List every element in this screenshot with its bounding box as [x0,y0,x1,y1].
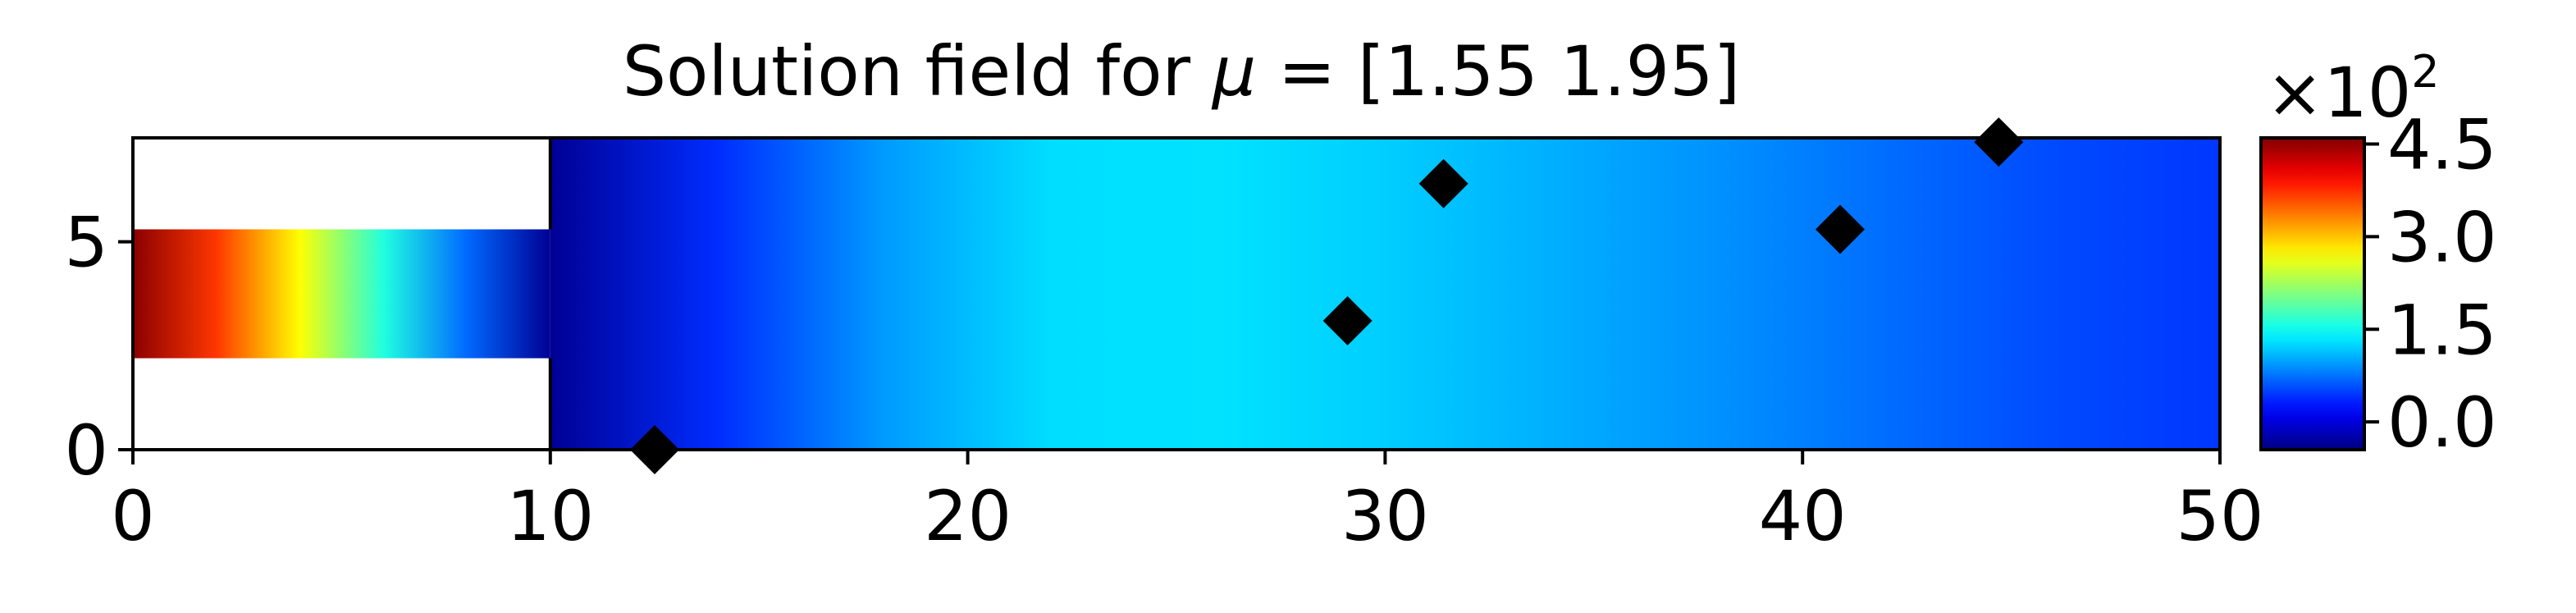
main-domain-field [550,138,2220,450]
colorbar-tick-label: 4.5 [2387,105,2497,185]
x-tick-label: 30 [1341,476,1429,556]
sensor-marker [1815,204,1865,254]
sensor-marker [1418,158,1468,208]
plot-frame [131,136,2222,451]
inlet-channel-field [133,229,550,359]
y-tick-label: 5 [65,203,108,283]
colorbar-tick-label: 1.5 [2387,290,2497,370]
sensor-marker [1974,117,2024,167]
sensor-markers [630,117,2024,474]
y-tick-label: 0 [65,410,108,491]
x-tick-label: 10 [506,476,594,556]
x-tick-label: 0 [111,476,154,556]
colorbar-multiplier: ×102 [2266,46,2440,133]
colorbar-ticks: 0.0 1.5 3.0 4.5 [2364,105,2497,463]
plot-area [133,138,2220,450]
x-tick-label: 40 [1759,476,1847,556]
x-tick-label: 50 [2176,476,2264,556]
colorbar: ×102 0.0 1.5 3.0 4.5 [2259,46,2497,463]
colorbar-tick-label: 0.0 [2387,382,2497,463]
colorbar-bar [2259,136,2366,451]
chart-title: Solution field for μ = [1.55 1.95] [623,31,1741,112]
y-axis: 05 [65,203,133,491]
sensor-marker [1322,295,1372,345]
colorbar-tick-label: 3.0 [2387,197,2497,277]
x-axis: 0 10 20 30 40 50 [111,450,2263,556]
x-tick-label: 20 [924,476,1012,556]
